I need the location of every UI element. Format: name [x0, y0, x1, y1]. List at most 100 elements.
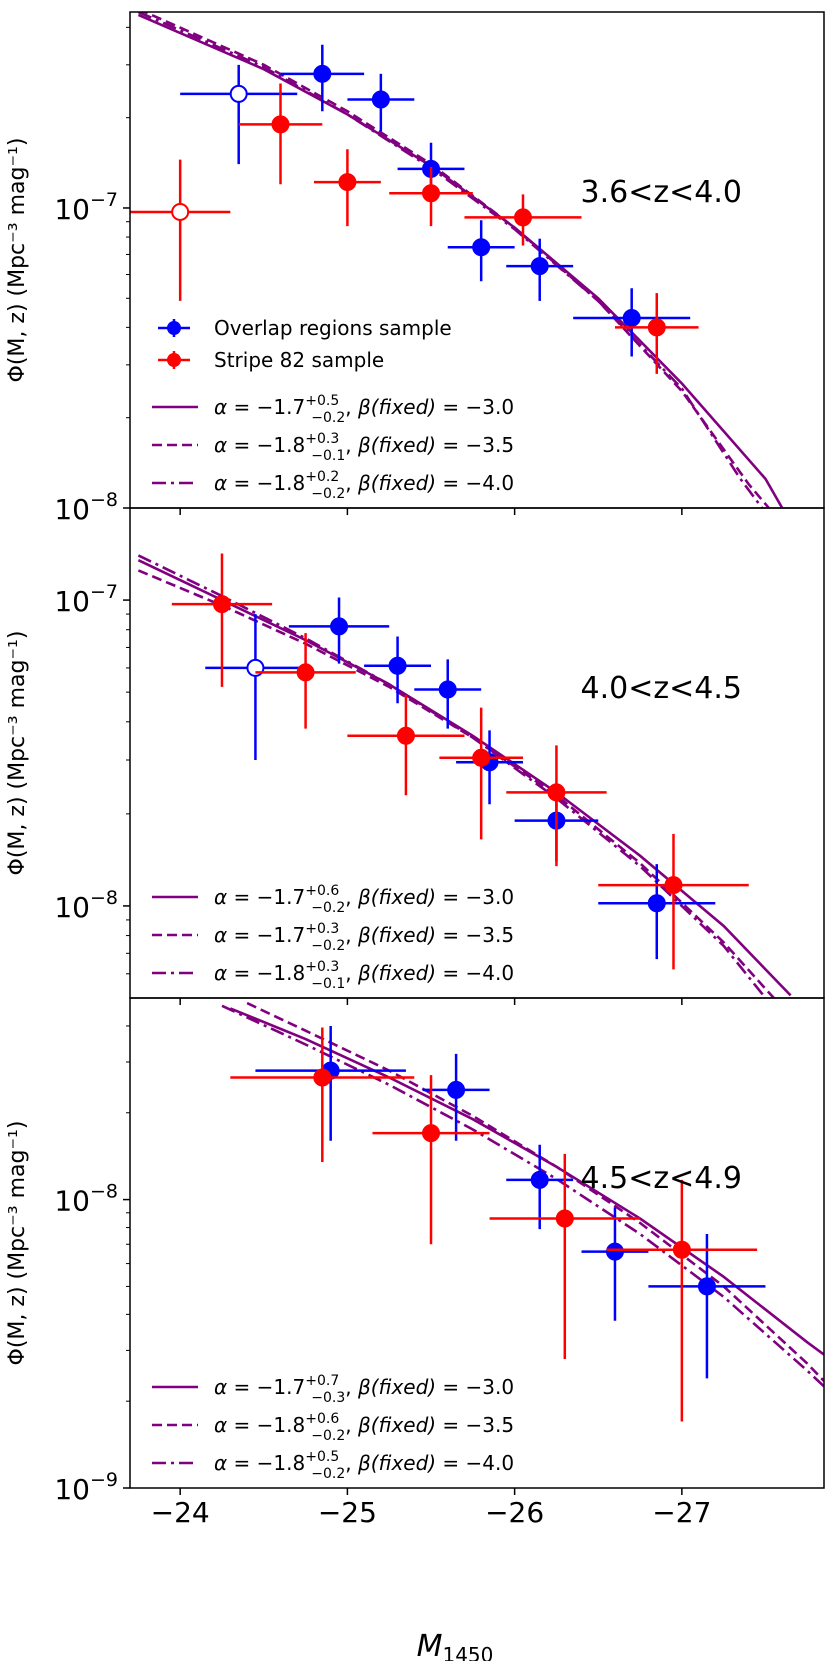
data-point	[472, 238, 491, 257]
fit-curve-dashed	[246, 1001, 824, 1382]
x-tick-label: −24	[151, 1496, 210, 1529]
alpha: α	[214, 923, 227, 947]
beta: β(fixed)	[357, 471, 436, 495]
fit-curve-dashdot	[137, 12, 764, 508]
y-tick-exp: −8	[90, 887, 118, 909]
comma: ,	[345, 923, 358, 947]
alpha-value: = −1.7	[227, 923, 305, 947]
y-tick-exp: −9	[90, 1469, 118, 1491]
y-tick-exp: −8	[90, 1181, 118, 1203]
data-point	[212, 595, 231, 614]
legend-fit-label: α = −1.8+0.3 −0.1, β(fixed) = −3.5	[214, 431, 514, 464]
beta: β(fixed)	[357, 923, 436, 947]
beta-value: = −4.0	[436, 961, 514, 985]
x-tick-label: −25	[318, 1496, 377, 1529]
alpha: α	[214, 885, 227, 909]
data-point	[422, 1124, 441, 1143]
comma: ,	[345, 1451, 358, 1475]
alpha-value: = −1.7	[227, 1375, 305, 1399]
y-tick-base: 10	[54, 891, 90, 924]
beta: β(fixed)	[357, 1451, 436, 1475]
err-sub: −0.2	[311, 900, 345, 916]
y-tick-base: 10	[54, 1473, 90, 1506]
beta: β(fixed)	[357, 961, 436, 985]
x-tick-label: −26	[485, 1496, 544, 1529]
alpha: α	[214, 395, 227, 419]
data-point	[271, 115, 290, 134]
data-point	[296, 663, 315, 682]
err-sup: +0.5	[305, 393, 339, 409]
alpha: α	[214, 961, 227, 985]
beta: β(fixed)	[357, 1375, 436, 1399]
y-tick-base: 10	[54, 193, 90, 226]
data-point	[555, 1209, 574, 1228]
beta: β(fixed)	[357, 885, 436, 909]
err-sub: −0.2	[311, 1466, 345, 1482]
axes-frame	[129, 997, 825, 1489]
alpha: α	[214, 1413, 227, 1437]
legend-fit-label: α = −1.7+0.6 −0.2, β(fixed) = −3.0	[214, 883, 514, 916]
err-sup: +0.6	[305, 883, 339, 899]
data-point	[672, 1240, 691, 1259]
data-point	[605, 1242, 624, 1261]
y-tick-label: 10−8	[54, 887, 118, 924]
comma: ,	[345, 1413, 358, 1437]
alpha: α	[214, 433, 227, 457]
err-sup: +0.2	[305, 469, 339, 485]
legend-marker	[167, 321, 181, 335]
y-tick-exp: −8	[90, 489, 118, 511]
x-tick-label: −27	[652, 1496, 711, 1529]
err-sup: +0.5	[305, 1449, 339, 1465]
y-axis-label: Φ(M, z) (Mpc⁻³ mag⁻¹)	[5, 631, 30, 876]
panel-z-4.0-4.5: 10−710−8Φ(M, z) (Mpc⁻³ mag⁻¹) 4.0<z<4.5α …	[5, 507, 825, 1005]
err-sub: −0.3	[311, 1390, 345, 1406]
y-axis-label: Φ(M, z) (Mpc⁻³ mag⁻¹)	[5, 1121, 30, 1366]
err-sup: +0.7	[305, 1373, 339, 1389]
data-point	[664, 876, 683, 895]
data-point	[313, 1068, 332, 1087]
legend-fit-label: α = −1.7+0.5 −0.2, β(fixed) = −3.0	[214, 393, 514, 426]
data-point	[647, 894, 666, 913]
beta-value: = −3.5	[436, 433, 514, 457]
comma: ,	[345, 885, 358, 909]
alpha-value: = −1.7	[227, 885, 305, 909]
beta: β(fixed)	[357, 433, 436, 457]
comma: ,	[345, 961, 358, 985]
data-point-open	[229, 84, 248, 103]
y-tick-label: 10−8	[54, 489, 118, 526]
legend-label: Stripe 82 sample	[214, 348, 384, 372]
legend-fit-label: α = −1.8+0.3 −0.1, β(fixed) = −4.0	[214, 959, 514, 992]
comma: ,	[345, 471, 358, 495]
data-point	[313, 64, 332, 83]
err-sub: −0.2	[311, 410, 345, 426]
fit-curve-dashdot	[221, 1004, 824, 1388]
alpha: α	[214, 1375, 227, 1399]
beta: β(fixed)	[357, 1413, 436, 1437]
legend-marker	[167, 353, 181, 367]
data-point-open	[171, 202, 190, 221]
alpha-value: = −1.7	[227, 395, 305, 419]
y-tick-exp: −7	[90, 189, 118, 211]
y-axis-label: Φ(M, z) (Mpc⁻³ mag⁻¹)	[5, 138, 30, 383]
beta-value: = −4.0	[436, 1451, 514, 1475]
alpha-value: = −1.8	[227, 433, 305, 457]
y-tick-base: 10	[54, 493, 90, 526]
alpha-value: = −1.8	[227, 1451, 305, 1475]
y-tick-base: 10	[54, 1185, 90, 1218]
data-point	[388, 656, 407, 675]
data-point	[438, 680, 457, 699]
alpha-value: = −1.8	[227, 1413, 305, 1437]
err-sub: −0.2	[311, 486, 345, 502]
beta-value: = −3.0	[436, 885, 514, 909]
beta-value: = −3.5	[436, 923, 514, 947]
err-sub: −0.2	[311, 938, 345, 954]
y-tick-exp: −7	[90, 581, 118, 603]
legend-fit-label: α = −1.7+0.3 −0.2, β(fixed) = −3.5	[214, 921, 514, 954]
data-point	[371, 90, 390, 109]
x-axis: −24 −25 −26 −27	[151, 1496, 712, 1529]
alpha: α	[214, 471, 227, 495]
data-point	[447, 1080, 466, 1099]
data-point	[530, 1170, 549, 1189]
comma: ,	[345, 395, 358, 419]
